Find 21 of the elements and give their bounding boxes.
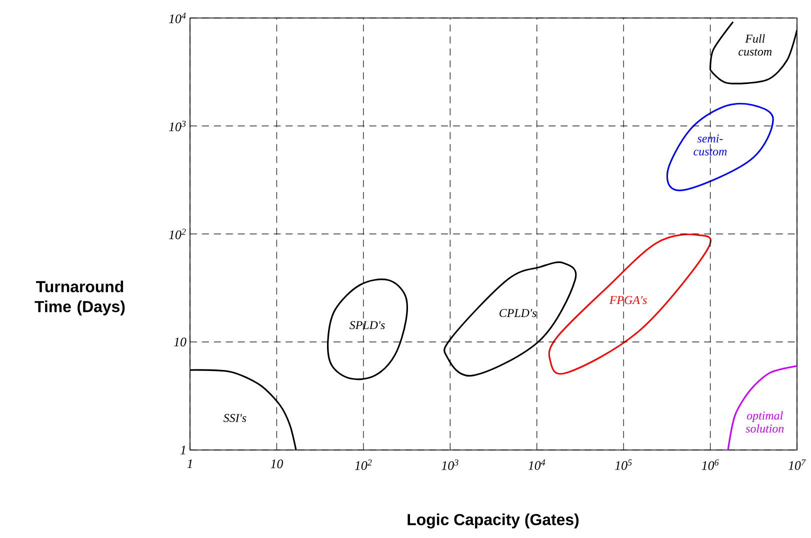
annotation: SSI's [224, 414, 246, 422]
x-tick-label: 10$^{7}$ [788, 459, 806, 470]
y-axis-title: Turnaround Time (Days) [34, 280, 125, 316]
x-axis-title: Logic Capacity (Gates) [408, 514, 579, 528]
y-tick-label: 1 [180, 446, 186, 454]
x-tick-label: 10$^{4}$ [528, 459, 546, 470]
y-tick-label: 10$^{3}$ [168, 120, 186, 132]
annotation: semi-custom [694, 134, 727, 156]
x-tick-label: 10$^{2}$ [354, 459, 372, 470]
annotation: Full custom [738, 34, 772, 56]
y-tick-label: 10$^{4}$ [168, 12, 186, 24]
x-tick-label: 1 [187, 459, 192, 468]
x-tick-label: 10$^{3}$ [442, 459, 458, 470]
annotation: optimal solution [746, 411, 784, 433]
x-tick-label: 10$^{6}$ [702, 459, 719, 470]
y-tick-label: 10 [174, 338, 186, 346]
y-tick-label: 10$^{2}$ [168, 228, 186, 240]
x-tick-label: 10 [270, 459, 284, 468]
x-tick-label: 10$^{5}$ [615, 459, 632, 470]
annotation: FPGA's [609, 296, 647, 304]
annotation: CPLD's [500, 309, 536, 318]
